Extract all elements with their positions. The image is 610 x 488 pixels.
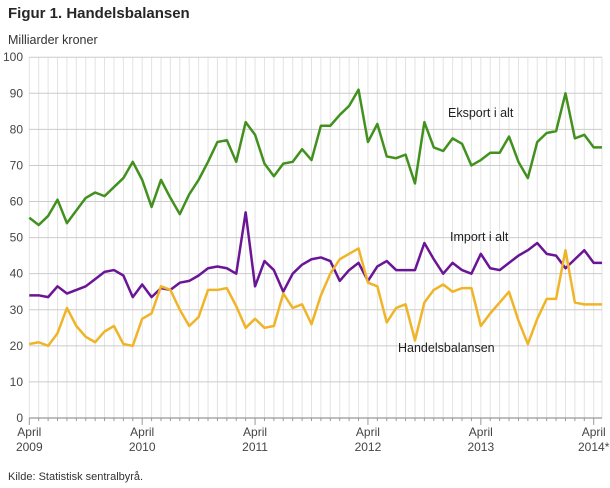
series-line-import-i-alt <box>29 211 602 299</box>
y-tick-label: 60 <box>10 195 24 209</box>
series-line-eksport-i-alt <box>28 88 602 227</box>
x-tick-label-month: April <box>17 425 41 439</box>
x-tick-label-year: 2011 <box>242 440 268 454</box>
x-tick-label-month: April <box>582 425 606 439</box>
series-line-handelsbalansen <box>29 247 602 348</box>
y-tick-label: 50 <box>10 231 24 245</box>
horizontal-gridlines <box>29 56 602 383</box>
y-axis-title: Milliarder kroner <box>8 33 98 47</box>
x-tick-label-year: 2010 <box>129 440 156 454</box>
x-tick-label-month: April <box>469 425 493 439</box>
y-tick-label: 80 <box>10 122 24 136</box>
y-tick-label: 20 <box>10 339 24 353</box>
x-tick-label-month: April <box>356 425 380 439</box>
x-tick-label-month: April <box>130 425 154 439</box>
y-tick-label: 100 <box>3 50 23 64</box>
x-tick-label-month: April <box>243 425 267 439</box>
x-tick-label-year: 2014* <box>578 440 610 454</box>
y-tick-label: 40 <box>10 267 24 281</box>
series-label-eksport-i-alt: Eksport i alt <box>448 106 514 120</box>
x-axis-labels: April2009April2010April2011April2012Apri… <box>16 425 610 454</box>
chart-title: Figur 1. Handelsbalansen <box>8 5 190 22</box>
source-note: Kilde: Statistisk sentralbyrå. <box>8 471 144 483</box>
x-tick-label-year: 2013 <box>467 440 494 454</box>
y-tick-label: 10 <box>10 375 24 389</box>
y-tick-label: 0 <box>16 411 23 425</box>
series-label-import-i-alt: Import i alt <box>450 230 509 244</box>
y-axis-labels: 0 10 20 30 40 50 60 70 80 90 100 <box>3 50 23 425</box>
series-label-handelsbalansen: Handelsbalansen <box>398 341 495 355</box>
y-tick-label: 70 <box>10 158 24 172</box>
y-tick-label: 30 <box>10 303 24 317</box>
y-tick-label: 90 <box>10 86 24 100</box>
x-tick-label-year: 2009 <box>16 440 43 454</box>
x-tick-label-year: 2012 <box>355 440 382 454</box>
x-axis-ticks <box>28 418 595 425</box>
